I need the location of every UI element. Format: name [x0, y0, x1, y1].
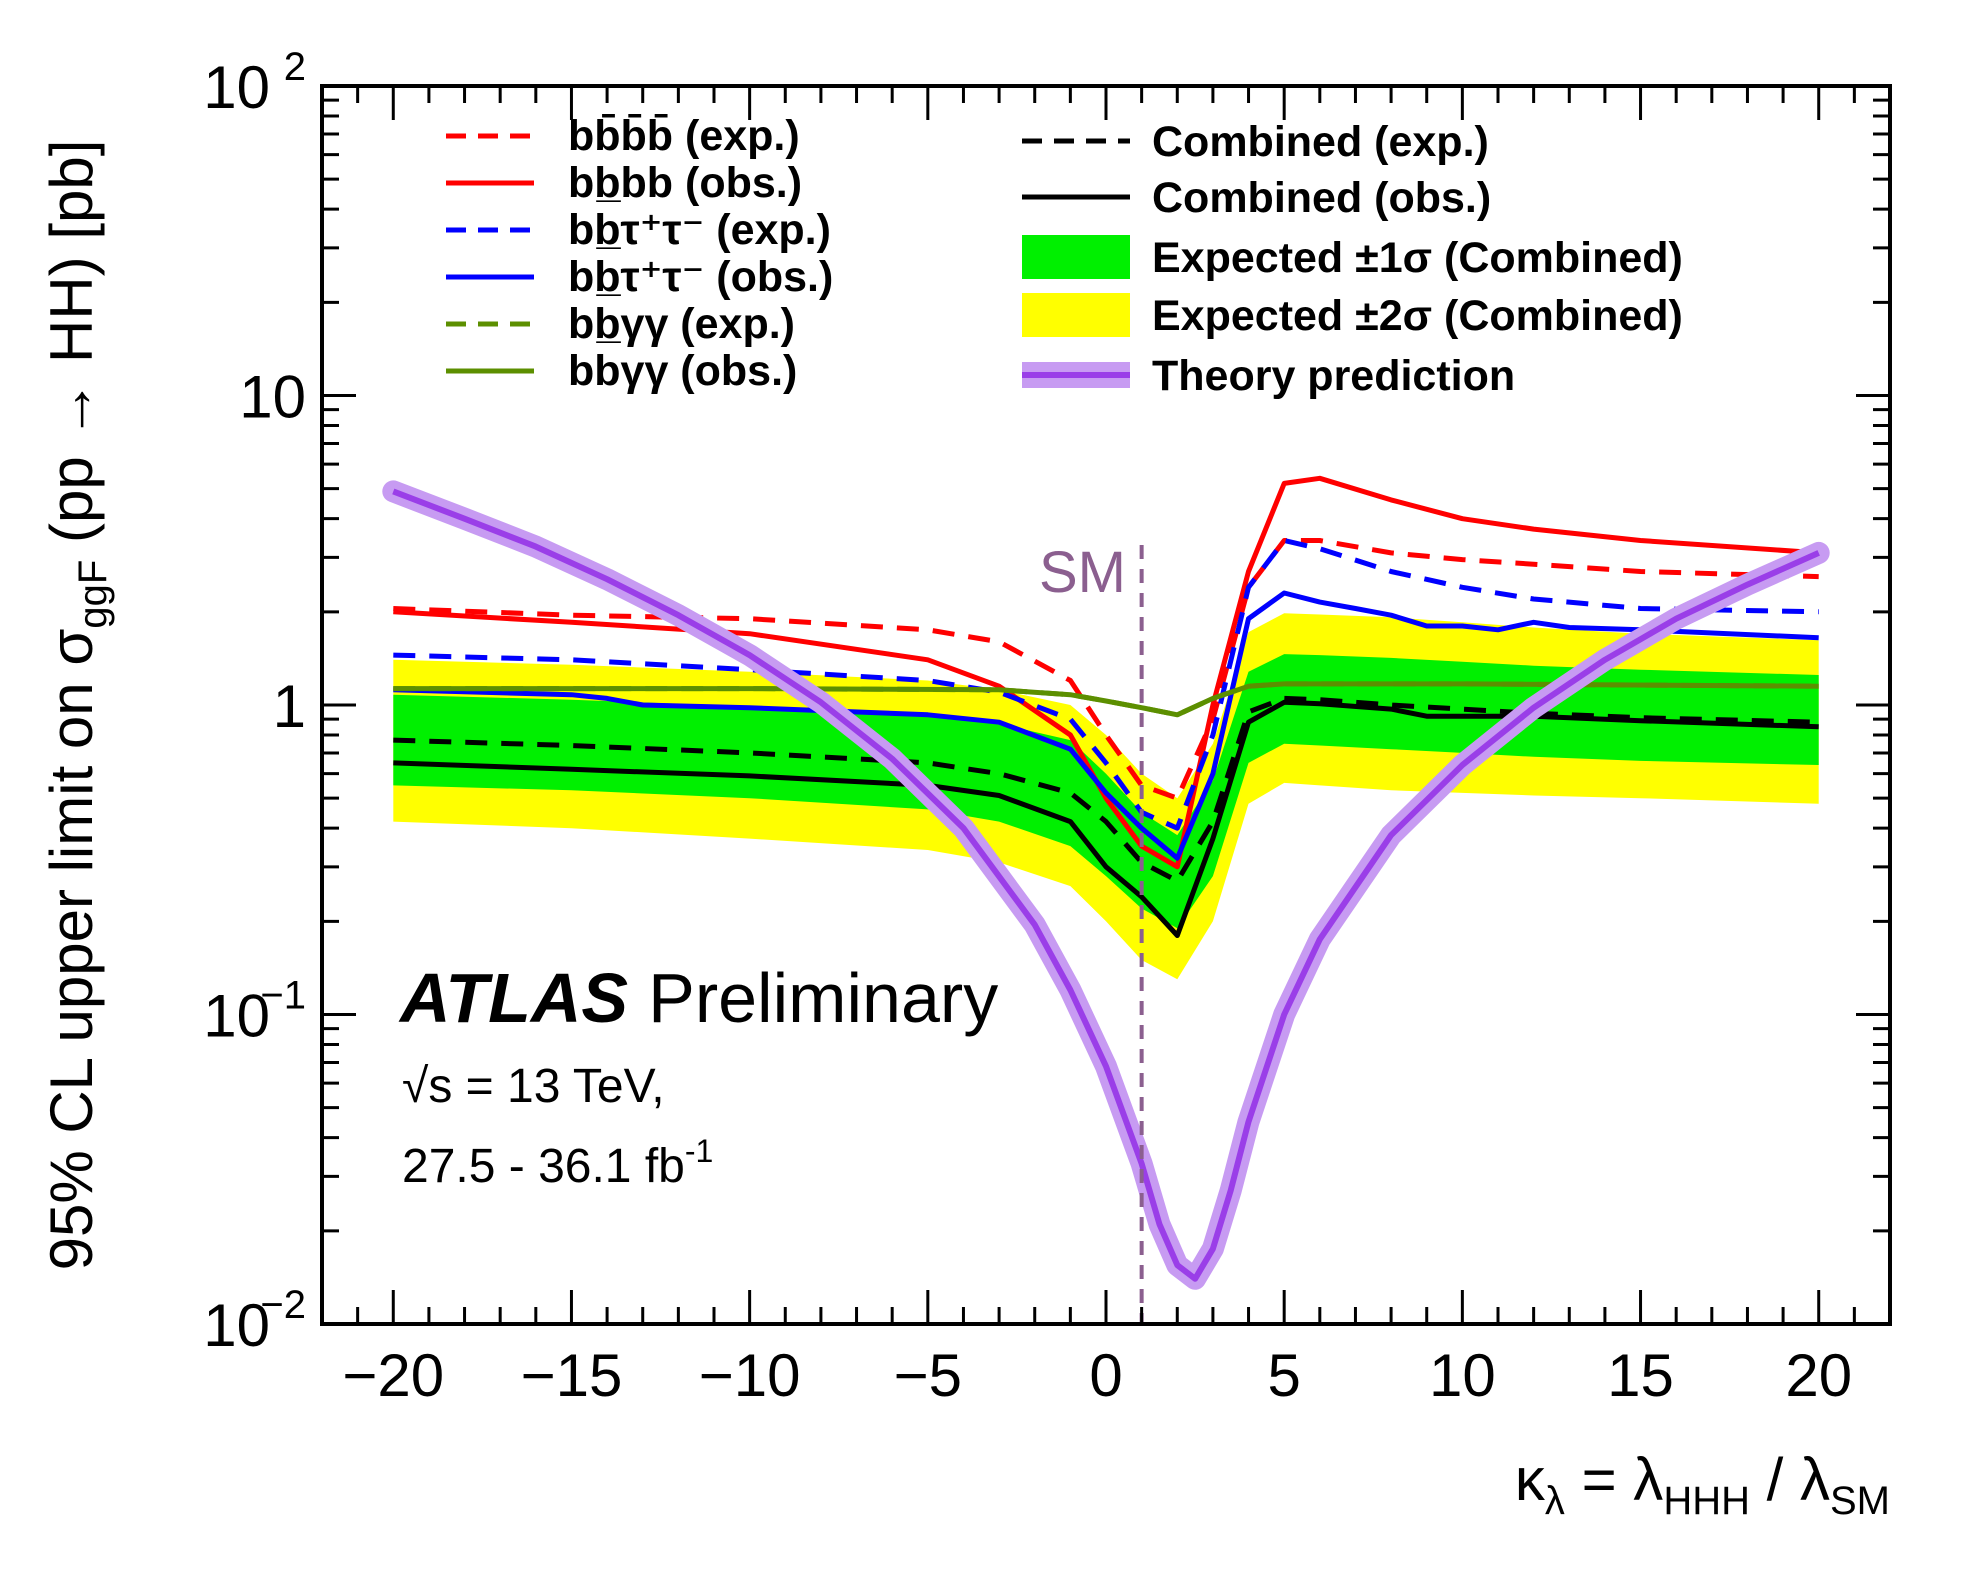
series-bb-obs — [393, 590, 1819, 861]
y-axis-label: 95% CL upper limit on σggF (pp → HH) [pb… — [38, 140, 115, 1271]
legend-label-expected-2-combined: Expected ±2σ (Combined) — [1152, 292, 1683, 340]
y-axis-label-pre: 95% CL upper limit on σ — [38, 629, 105, 1271]
legend-label-combined-obs: Combined (obs.) — [1152, 174, 1491, 222]
legend-label-bbbb-obs: bb̲bb (obs.) — [568, 159, 802, 207]
series-bb-obs — [393, 681, 1819, 718]
y-axis-label-sub: ggF — [71, 560, 115, 629]
legend: bb̄b̄b̄ (exp.)bb̲bb (obs.)bb̲τ⁺τ⁻ (exp.)… — [446, 112, 1683, 400]
atlas-experiment: ATLAS — [398, 959, 628, 1037]
atlas-label: ATLAS Preliminary — [398, 959, 998, 1037]
sm-label: SM — [1039, 540, 1126, 605]
x-axis-label-sub2: HHH — [1663, 1479, 1750, 1523]
x-tick-label: −10 — [699, 1342, 801, 1409]
y-tick-label-exponent: −1 — [260, 974, 306, 1018]
legend-swatch-expected-1-combined — [1022, 235, 1130, 279]
plot-area — [382, 475, 1830, 1290]
x-axis-label: κλ = λHHH / λSM — [1515, 1446, 1890, 1523]
x-tick-label: −15 — [521, 1342, 623, 1409]
x-tick-label: −5 — [894, 1342, 962, 1409]
x-axis-label-sub3: SM — [1830, 1479, 1890, 1523]
energy-label: √s = 13 TeV, — [402, 1060, 665, 1113]
x-axis-label-mid2: / λ — [1750, 1446, 1830, 1513]
y-tick-label-exponent: 2 — [284, 45, 306, 89]
x-axis-label-sub1: λ — [1545, 1479, 1565, 1523]
y-tick-label-exponent: −2 — [260, 1283, 306, 1327]
y-tick-label: 10 — [239, 364, 306, 431]
y-tick-label: 10 — [203, 54, 270, 121]
atlas-status: Preliminary — [648, 959, 998, 1037]
series-theory-prediction — [392, 488, 1820, 1282]
series-bb-exp-dashed — [393, 538, 1819, 831]
x-axis-label-mid: = λ — [1565, 1446, 1663, 1513]
y-axis-label-post: (pp → HH) [pb] — [38, 140, 105, 560]
x-tick-label: 20 — [1785, 1342, 1852, 1409]
legend-label-bb-exp: bb̲γγ (exp.) — [568, 300, 795, 348]
y-tick-label: 1 — [273, 673, 306, 740]
y-tick-label: 10 — [203, 983, 270, 1050]
legend-label-bb-exp: bb̲τ⁺τ⁻ (exp.) — [568, 206, 831, 254]
luminosity-text: 27.5 - 36.1 fb — [402, 1140, 685, 1193]
series-bbbb-exp-dashed — [393, 538, 1819, 801]
legend-label-bb-obs: bb̲τ⁺τ⁻ (obs.) — [568, 253, 833, 301]
legend-label-combined-exp: Combined (exp.) — [1152, 118, 1489, 166]
y-tick-label: 10 — [203, 1292, 270, 1359]
luminosity-label: 27.5 - 36.1 fb-1 — [402, 1133, 713, 1193]
legend-label-expected-1-combined: Expected ±1σ (Combined) — [1152, 234, 1683, 282]
legend-label-theory-prediction: Theory prediction — [1152, 352, 1515, 400]
x-tick-label: −20 — [342, 1342, 444, 1409]
legend-swatch-expected-2-combined — [1022, 293, 1130, 337]
luminosity-sup: -1 — [685, 1133, 713, 1169]
legend-label-bb-obs: bbγγ (obs.) — [568, 347, 797, 395]
x-tick-label: 15 — [1607, 1342, 1674, 1409]
x-tick-label: 10 — [1429, 1342, 1496, 1409]
x-axis-label-kappa: κ — [1515, 1446, 1546, 1513]
x-tick-label: 0 — [1089, 1342, 1122, 1409]
legend-label-bbbb-exp: bb̄b̄b̄ (exp.) — [568, 112, 800, 160]
x-tick-label: 5 — [1267, 1342, 1300, 1409]
